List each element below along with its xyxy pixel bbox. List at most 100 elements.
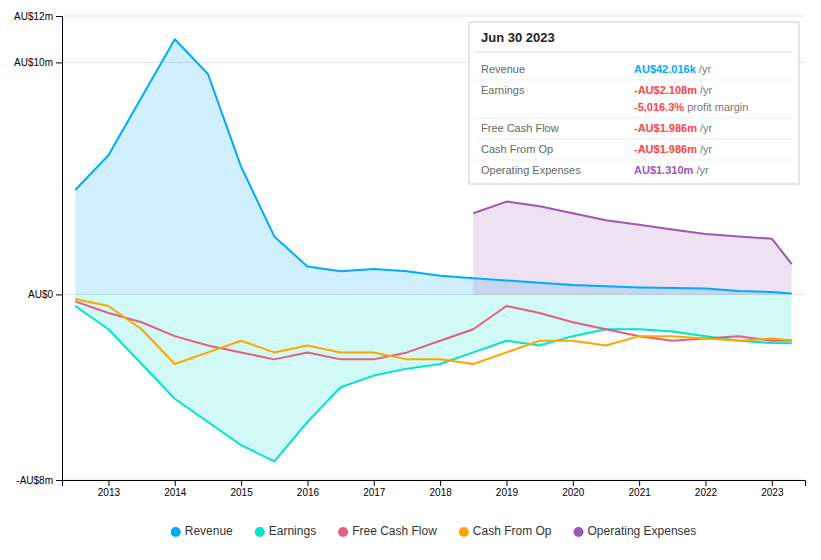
tick-label: -AU$8m (16, 475, 53, 486)
table-value: AU$1.310m /yr (634, 164, 709, 176)
y-tick: -AU$8m (16, 475, 62, 486)
table-divider (475, 80, 793, 81)
tick-mark (705, 480, 706, 486)
table-value-suffix: /yr (693, 164, 709, 176)
legend-swatch (459, 527, 469, 537)
legend-item: Earnings (255, 524, 316, 538)
y-axis: -AU$8m AU$0 AU$10m AU$12m (14, 11, 62, 486)
grid (62, 16, 805, 480)
legend-item: Cash From Op (459, 524, 552, 538)
legend-label: Revenue (185, 524, 233, 538)
tick-label: 2016 (297, 487, 320, 498)
table-label: Revenue (481, 63, 525, 75)
table-value: -AU$2.108m /yr (634, 84, 713, 96)
y-tick: AU$10m (14, 57, 62, 68)
table-value-suffix: /yr (697, 84, 713, 96)
table-divider (475, 160, 793, 161)
x-tick: 2019 (496, 480, 519, 498)
chart-container: 2013 2014 2015 2016 2017 2018 2019 2020 2021 2022… (0, 0, 821, 560)
x-tick: 2021 (629, 480, 652, 498)
tick-mark (374, 480, 375, 486)
table-title: Jun 30 2023 (481, 30, 555, 45)
line (75, 299, 791, 364)
legend-item: Operating Expenses (574, 524, 697, 538)
tick-mark (772, 480, 773, 486)
legend-swatch (338, 527, 348, 537)
tick-mark (56, 480, 62, 481)
x-tick: 2015 (230, 480, 253, 498)
tick-label: 2021 (629, 487, 652, 498)
table-divider (475, 139, 793, 140)
tick-label: 2022 (695, 487, 718, 498)
tick-label: 2023 (761, 487, 784, 498)
table-value-number: AU$42.016k (634, 63, 697, 75)
tick-mark (506, 480, 507, 486)
table-divider (475, 52, 793, 53)
axis-line (56, 17, 63, 481)
tick-label: 2014 (164, 487, 187, 498)
legend-label: Operating Expenses (588, 524, 697, 538)
legend-swatch (255, 527, 265, 537)
area (473, 202, 791, 295)
x-tick: 2020 (562, 480, 585, 498)
line (473, 202, 791, 264)
line (75, 301, 791, 359)
tick-label: 2017 (363, 487, 386, 498)
legend-label: Free Cash Flow (352, 524, 437, 538)
tick-mark (307, 480, 308, 486)
tick-label: AU$10m (14, 57, 53, 68)
tick-mark (56, 294, 62, 295)
tick-label: 2015 (230, 487, 253, 498)
table-value: -AU$1.986m /yr (634, 122, 713, 134)
table-value-number: -AU$1.986m (634, 122, 697, 134)
tick-mark (573, 480, 574, 486)
tick-mark (241, 480, 242, 486)
legend-label: Cash From Op (473, 524, 552, 538)
info-table: Jun 30 2023 Revenue AU$42.016k /yr Earnings… (469, 22, 799, 184)
tick-mark (175, 480, 176, 486)
legend-item: Revenue (171, 524, 233, 538)
table-value-suffix: /yr (697, 122, 713, 134)
tick-mark (56, 16, 62, 17)
tick-label: 2013 (98, 487, 121, 498)
table-value-number: -AU$2.108m (634, 84, 697, 96)
legend: Revenue Earnings Free Cash Flow Cash From O… (171, 524, 697, 538)
table-value-suffix: /yr (696, 63, 712, 75)
table-box (469, 22, 799, 184)
x-tick: 2018 (430, 480, 453, 498)
table-value-suffix: /yr (697, 143, 713, 155)
plot-marks (75, 39, 791, 461)
x-tick: 2013 (98, 480, 121, 498)
tick-mark (108, 480, 109, 486)
table-value: -AU$1.986m /yr (634, 143, 713, 155)
axis-line (63, 481, 806, 487)
x-tick: 2022 (695, 480, 718, 498)
table-value-number: -AU$1.986m (634, 143, 697, 155)
legend-label: Earnings (269, 524, 316, 538)
chart-svg: 2013 2014 2015 2016 2017 2018 2019 2020 2021 2022… (0, 0, 821, 560)
tick-label: AU$12m (14, 11, 53, 22)
table-label: Earnings (481, 84, 525, 96)
tick-label: 2020 (562, 487, 585, 498)
table-label: Operating Expenses (481, 164, 581, 176)
table-value-number: AU$1.310m (634, 164, 694, 176)
table-label: Cash From Op (481, 143, 553, 155)
x-tick: 2016 (297, 480, 320, 498)
tick-mark (56, 62, 62, 63)
y-tick: AU$12m (14, 11, 62, 22)
tick-mark (639, 480, 640, 486)
legend-swatch (574, 527, 584, 537)
legend-swatch (171, 527, 181, 537)
x-tick: 2014 (164, 480, 187, 498)
tick-mark (440, 480, 441, 486)
x-axis: 2013 2014 2015 2016 2017 2018 2019 2020 2021 2022… (63, 480, 806, 498)
table-label: Free Cash Flow (481, 122, 559, 134)
tick-label: 2018 (430, 487, 453, 498)
table-subvalue: -5,016.3% profit margin (634, 101, 748, 113)
x-tick: 2023 (761, 480, 784, 498)
line (75, 306, 791, 461)
table-subvalue-number: -5,016.3% (634, 101, 684, 113)
tick-label: 2019 (496, 487, 519, 498)
grid-line (62, 16, 805, 17)
y-tick: AU$0 (28, 289, 62, 300)
